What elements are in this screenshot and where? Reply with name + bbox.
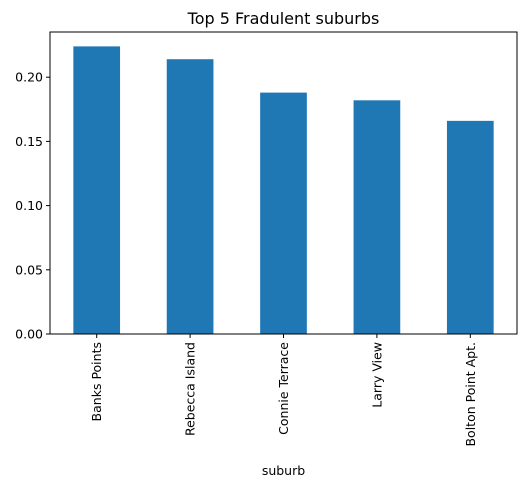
bar-2 [166,59,214,334]
x-axis: Banks Points Rebecca Island Connie Terrace… [89,334,478,447]
bar-1 [73,46,121,334]
bar-5 [446,120,494,334]
bar-3 [260,92,307,335]
x-tick-label: Bolton Point Apt. [463,342,478,447]
x-axis-label: suburb [262,463,305,478]
plot-frame [49,31,518,335]
x-tick-label: Rebecca Island [183,342,198,436]
y-tick-label: 0.10 [15,198,43,213]
bars-group [73,46,494,335]
x-tick-label: Connie Terrace [276,342,291,435]
bar-4 [353,100,401,334]
y-tick-label: 0.15 [15,134,43,149]
y-tick-label: 0.00 [15,327,43,342]
x-tick-label: Larry View [369,342,384,408]
chart-title: Top 5 Fradulent suburbs [187,9,380,28]
y-axis: 0.00 0.05 0.10 0.15 0.20 [15,70,50,342]
x-tick-label: Banks Points [89,342,104,421]
y-tick-label: 0.20 [15,70,43,85]
y-tick-label: 0.05 [15,262,43,277]
